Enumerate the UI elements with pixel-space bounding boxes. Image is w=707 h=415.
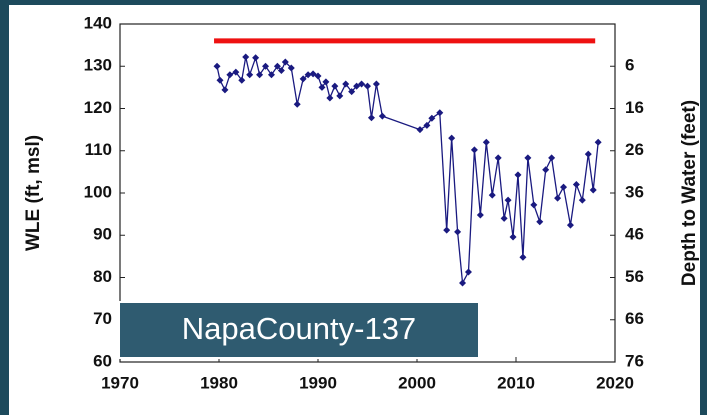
y-tick-label: 70 xyxy=(93,309,112,328)
point xyxy=(448,134,456,142)
point xyxy=(342,80,350,88)
annotation: NapaCounty-137 xyxy=(182,311,416,346)
point xyxy=(509,233,517,241)
point xyxy=(293,100,301,108)
point xyxy=(500,214,508,222)
y2-tick-label: 76 xyxy=(625,351,644,370)
point xyxy=(476,211,484,219)
point xyxy=(277,66,285,74)
point xyxy=(309,70,317,78)
point xyxy=(348,88,356,96)
point xyxy=(267,71,275,79)
point xyxy=(428,114,436,122)
point xyxy=(364,82,371,90)
point xyxy=(331,82,339,90)
point xyxy=(287,64,295,72)
y2-tick-label: 66 xyxy=(625,309,644,328)
point xyxy=(572,181,580,189)
y2-tick-label: 46 xyxy=(625,225,644,244)
point xyxy=(226,71,234,79)
point xyxy=(524,154,532,162)
point xyxy=(246,71,254,79)
point xyxy=(459,279,467,287)
point xyxy=(256,71,264,79)
point xyxy=(443,226,451,234)
y2-tick-label: 6 xyxy=(625,56,634,75)
point xyxy=(358,80,366,88)
point xyxy=(542,166,550,174)
point xyxy=(504,196,512,204)
point xyxy=(416,126,424,134)
point xyxy=(436,109,444,117)
point xyxy=(594,138,602,146)
point xyxy=(216,76,224,84)
y-axis-label: WLE (ft, msl) xyxy=(23,135,44,251)
point xyxy=(514,171,522,179)
annotation-box xyxy=(118,301,480,359)
point xyxy=(238,76,246,84)
point xyxy=(213,62,221,70)
point xyxy=(548,154,556,162)
y-tick-label: 130 xyxy=(84,56,112,75)
point xyxy=(372,80,380,88)
point xyxy=(322,78,330,86)
point xyxy=(530,201,538,209)
point xyxy=(336,92,344,100)
y-tick-label: 140 xyxy=(84,13,112,32)
point xyxy=(252,54,260,62)
point xyxy=(584,150,592,158)
y2-tick-label: 26 xyxy=(625,140,644,159)
point xyxy=(221,86,229,94)
point xyxy=(578,196,586,204)
point xyxy=(299,75,307,83)
point xyxy=(314,72,322,80)
y2-tick-label: 16 xyxy=(625,98,644,117)
point xyxy=(519,253,527,261)
point xyxy=(494,154,502,162)
marks: 60 70 80 90 100 110 120 130 140 6 16 26 36 46 56 66 76 19… xyxy=(84,13,644,392)
y-tick-label: 110 xyxy=(85,140,112,159)
y2-tick-label: 56 xyxy=(625,267,644,286)
y-tick-label: 120 xyxy=(84,98,112,117)
point xyxy=(378,112,386,120)
x-tick-label: 2010 xyxy=(497,373,535,392)
point xyxy=(423,121,431,129)
point xyxy=(566,221,574,229)
point xyxy=(488,191,496,199)
point xyxy=(262,62,270,70)
point xyxy=(353,82,361,90)
point xyxy=(367,114,375,122)
x-tick-label: 1970 xyxy=(101,373,139,392)
point xyxy=(326,94,334,102)
y-tick-label: 80 xyxy=(93,267,112,286)
point xyxy=(242,53,250,61)
point xyxy=(470,146,478,154)
point xyxy=(536,218,544,226)
y-tick-label: 90 xyxy=(93,225,112,244)
x-tick-label: 1990 xyxy=(299,373,337,392)
y2-tick-label: 36 xyxy=(625,182,644,201)
point xyxy=(304,71,312,79)
point xyxy=(560,183,568,191)
point xyxy=(464,268,472,276)
y-tick-label: 100 xyxy=(84,182,112,201)
x-tick-label: 1980 xyxy=(200,373,238,392)
x-tick-label: 2000 xyxy=(398,373,436,392)
point xyxy=(318,83,326,91)
point xyxy=(554,194,562,202)
y-tick-label: 60 xyxy=(93,351,112,370)
point xyxy=(589,186,597,194)
point xyxy=(281,58,289,66)
x-tick-label: 2020 xyxy=(596,373,634,392)
point xyxy=(273,62,281,70)
y2-axis-label: Depth to Water (feet) xyxy=(679,100,700,286)
point xyxy=(482,138,490,146)
point xyxy=(454,228,462,236)
point xyxy=(232,68,240,76)
